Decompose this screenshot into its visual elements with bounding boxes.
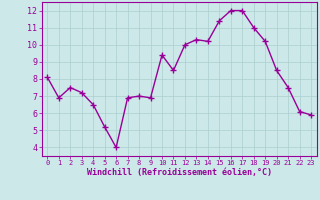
X-axis label: Windchill (Refroidissement éolien,°C): Windchill (Refroidissement éolien,°C) bbox=[87, 168, 272, 177]
